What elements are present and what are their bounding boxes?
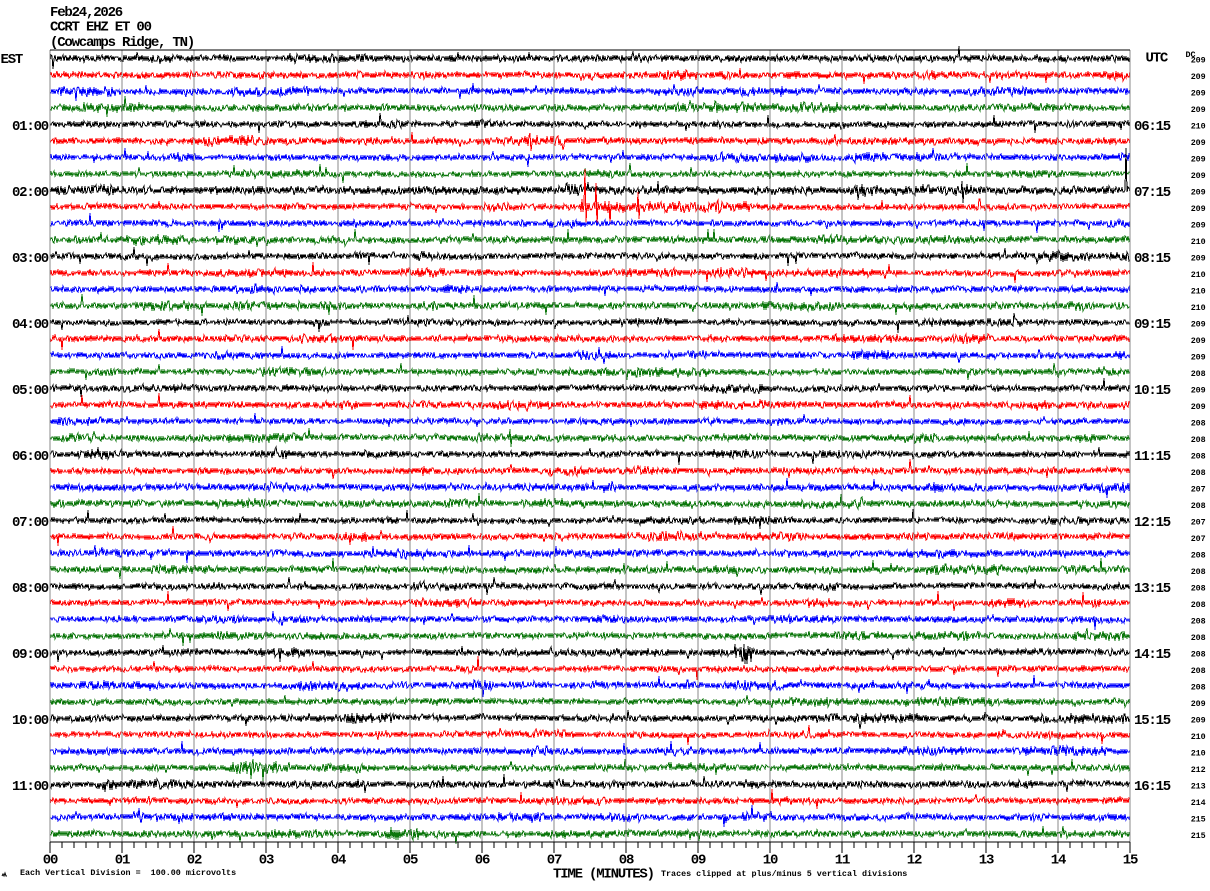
svg-text:10: 10 [763,853,778,869]
svg-text:209: 209 [1191,154,1206,164]
svg-text:12:15: 12:15 [1134,515,1171,531]
svg-text:207: 207 [1191,484,1206,494]
svg-text:07: 07 [547,853,562,869]
svg-text:11:00: 11:00 [12,779,49,795]
svg-text:10:15: 10:15 [1134,383,1171,399]
svg-text:209: 209 [1191,72,1206,82]
svg-text:08: 08 [619,853,634,869]
svg-text:213: 213 [1191,781,1206,791]
svg-text:210: 210 [1191,303,1206,313]
svg-text:14: 14 [1051,853,1066,869]
svg-text:Feb24,2026: Feb24,2026 [50,5,123,21]
svg-text:11:15: 11:15 [1134,449,1171,465]
svg-text:208: 208 [1191,649,1206,659]
svg-text:(Cowcamps Ridge, TN): (Cowcamps Ridge, TN) [50,35,194,51]
svg-text:209: 209 [1191,88,1206,98]
svg-text:DC: DC [1186,50,1196,60]
svg-text:05:00: 05:00 [12,383,49,399]
svg-text:208: 208 [1191,550,1206,560]
svg-text:04:00: 04:00 [12,317,49,333]
svg-text:209: 209 [1191,187,1206,197]
svg-text:209: 209 [1191,352,1206,362]
svg-text:207: 207 [1191,534,1206,544]
svg-text:02:00: 02:00 [12,185,49,201]
svg-text:06:00: 06:00 [12,449,49,465]
svg-text:209: 209 [1191,699,1206,709]
svg-text:09: 09 [691,853,706,869]
svg-text:UTC: UTC [1146,51,1169,67]
svg-text:15: 15 [1123,853,1138,869]
svg-text:09:15: 09:15 [1134,317,1171,333]
svg-text:13:15: 13:15 [1134,581,1171,597]
svg-text:11: 11 [835,853,850,869]
svg-text:209: 209 [1191,138,1206,148]
svg-text:15:15: 15:15 [1134,713,1171,729]
svg-text:16:15: 16:15 [1134,779,1171,795]
svg-text:209: 209 [1191,204,1206,214]
svg-text:209: 209 [1191,336,1206,346]
svg-text:209: 209 [1191,402,1206,412]
svg-text:07:00: 07:00 [12,515,49,531]
svg-text:208: 208 [1191,567,1206,577]
svg-text:01:00: 01:00 [12,119,49,135]
svg-text:06:15: 06:15 [1134,119,1171,135]
svg-text:208: 208 [1191,418,1206,428]
svg-text:210: 210 [1191,732,1206,742]
svg-text:208: 208 [1191,583,1206,593]
svg-text:210: 210 [1191,286,1206,296]
svg-text:10:00: 10:00 [12,713,49,729]
svg-text:CCRT EHZ ET 00: CCRT EHZ ET 00 [50,20,152,36]
svg-text:208: 208 [1191,501,1206,511]
svg-text:208: 208 [1191,369,1206,379]
svg-text:212: 212 [1191,765,1206,775]
svg-text:209: 209 [1191,220,1206,230]
svg-text:209: 209 [1191,253,1206,263]
svg-text:208: 208 [1191,666,1206,676]
svg-text:14:15: 14:15 [1134,647,1171,663]
svg-text:08:15: 08:15 [1134,251,1171,267]
svg-text:01: 01 [115,853,130,869]
svg-text:08:00: 08:00 [12,581,49,597]
svg-text:07:15: 07:15 [1134,185,1171,201]
svg-text:209: 209 [1191,319,1206,329]
svg-text:209: 209 [1191,171,1206,181]
svg-text:04: 04 [331,853,346,869]
svg-text:09:00: 09:00 [12,647,49,663]
svg-text:215: 215 [1191,831,1206,841]
svg-text:215: 215 [1191,814,1206,824]
svg-text:207: 207 [1191,517,1206,527]
svg-text:00: 00 [43,853,58,869]
svg-text:05: 05 [403,853,418,869]
svg-text:03: 03 [259,853,274,869]
svg-text:208: 208 [1191,600,1206,610]
svg-text:209: 209 [1191,385,1206,395]
svg-text:208: 208 [1191,468,1206,478]
svg-text:208: 208 [1191,682,1206,692]
svg-text:209: 209 [1191,105,1206,115]
svg-text:Each Vertical Division = 100.: Each Vertical Division = 100.00 microvol… [20,868,236,878]
svg-text:209: 209 [1191,55,1206,65]
svg-text:Traces clipped at plus/minus 5: Traces clipped at plus/minus 5 vertical … [661,869,907,879]
svg-text:210: 210 [1191,121,1206,131]
svg-text:214: 214 [1191,798,1206,808]
svg-text:210: 210 [1191,237,1206,247]
svg-text:208: 208 [1191,435,1206,445]
svg-text:208: 208 [1191,616,1206,626]
svg-text:208: 208 [1191,633,1206,643]
svg-text:06: 06 [475,853,490,869]
svg-text:209: 209 [1191,715,1206,725]
svg-text:12: 12 [907,853,922,869]
svg-text:02: 02 [187,853,202,869]
svg-text:EST: EST [1,52,23,68]
svg-text:13: 13 [979,853,994,869]
svg-text:210: 210 [1191,270,1206,280]
svg-text:03:00: 03:00 [12,251,49,267]
svg-text:210: 210 [1191,748,1206,758]
svg-text:TIME (MINUTES): TIME (MINUTES) [553,867,654,883]
svg-text:208: 208 [1191,451,1206,461]
